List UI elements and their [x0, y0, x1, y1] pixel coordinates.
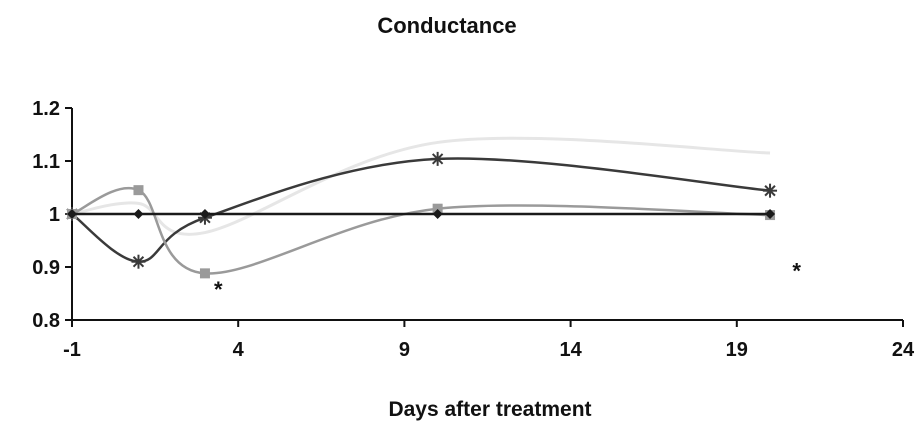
data-point — [199, 209, 210, 219]
plot-area: 0.8 0.9 1 1.1 1.2 -1 4 9 14 19 24 * * — [32, 98, 915, 361]
data-point — [133, 185, 144, 196]
y-tick-label: 0.9 — [32, 257, 60, 279]
data-point — [432, 209, 443, 219]
x-tick-label: 19 — [726, 339, 748, 361]
data-point — [133, 209, 144, 219]
y-tick-label: 1.2 — [32, 98, 60, 120]
chart-title: Conductance — [377, 13, 516, 38]
series-0 — [67, 209, 776, 219]
data-point — [430, 151, 445, 166]
significance-marker: * — [792, 258, 801, 283]
significance-marker: * — [214, 277, 223, 302]
data-point — [67, 209, 77, 219]
y-tick-label: 1.1 — [32, 151, 60, 173]
data-point — [765, 209, 776, 219]
series-line — [71, 136, 771, 236]
x-tick-label: -1 — [63, 339, 81, 361]
x-tick-label: 24 — [892, 339, 915, 361]
x-axis-label: Days after treatment — [388, 398, 591, 421]
y-tick-label: 0.8 — [32, 310, 60, 332]
series-3 — [71, 136, 771, 236]
x-tick-label: 14 — [559, 339, 582, 361]
data-point — [131, 254, 146, 269]
data-point — [199, 268, 210, 279]
data-point — [432, 203, 443, 214]
x-tick-label: 9 — [399, 339, 410, 361]
data-point — [763, 183, 778, 198]
y-tick-label: 1 — [49, 204, 60, 226]
x-tick-label: 4 — [233, 339, 245, 361]
